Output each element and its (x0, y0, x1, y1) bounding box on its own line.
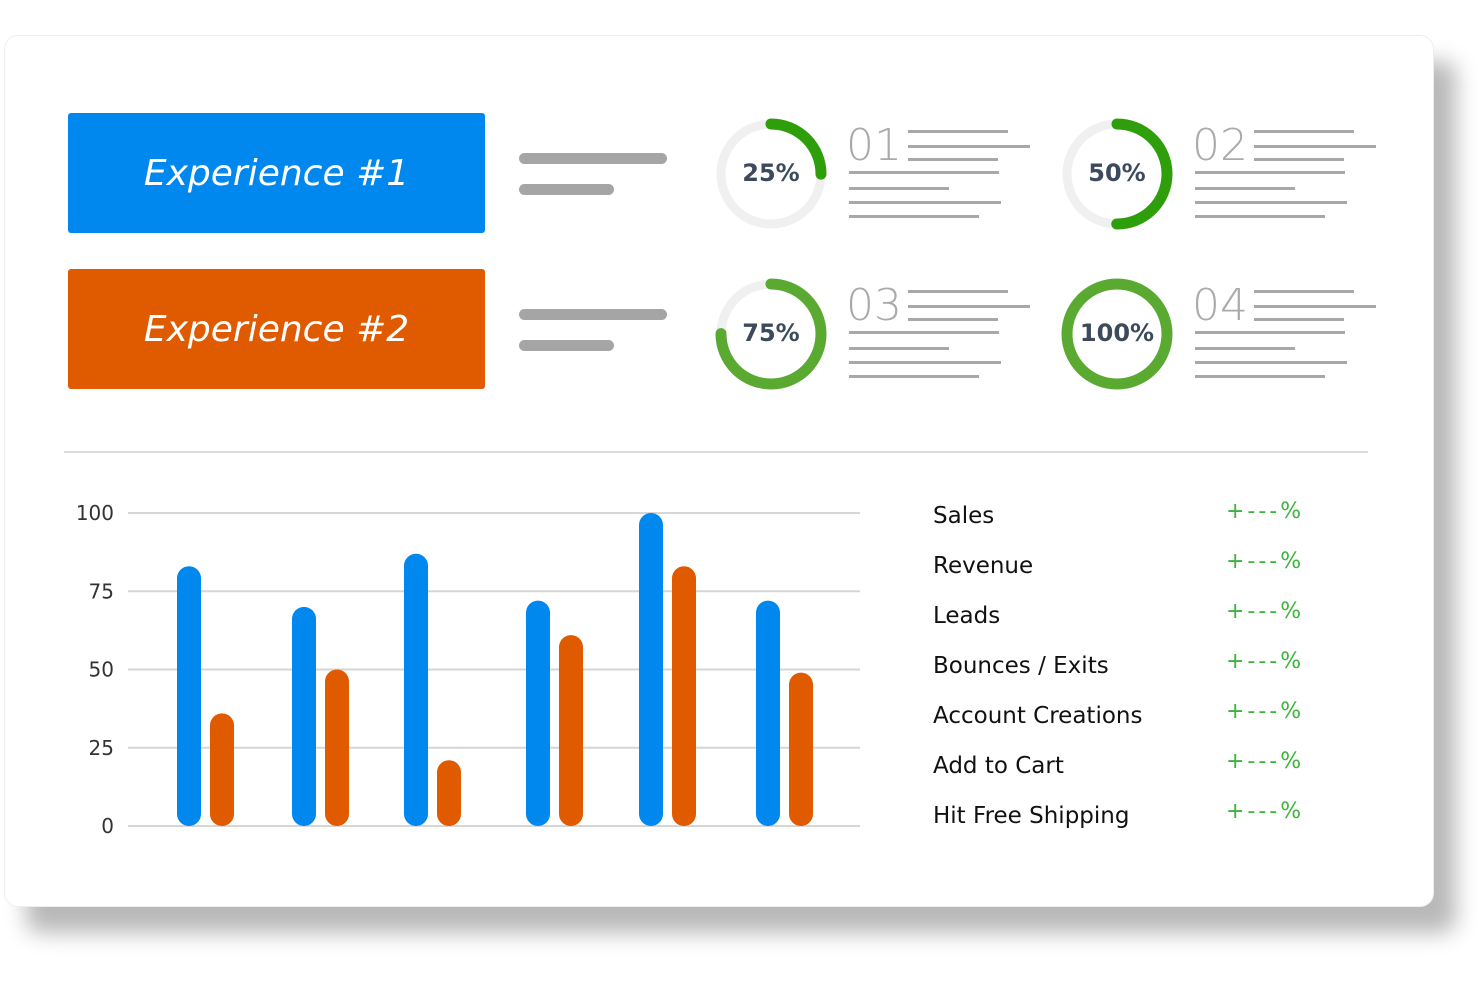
legend-change-value: +---% (1226, 549, 1305, 574)
bar-series-2-1 (210, 713, 234, 826)
placeholder-text-line (1195, 347, 1295, 350)
gauge-percent: 100% (1079, 319, 1155, 347)
gauge-percent: 50% (1088, 159, 1146, 187)
divider (64, 451, 1368, 453)
placeholder-text-line (849, 361, 1001, 364)
gauge-progress-arc (715, 278, 827, 390)
experience-1-button[interactable]: Experience #1 (68, 113, 485, 233)
gauges (715, 118, 1173, 390)
placeholder-text-line (1254, 318, 1344, 321)
legend-label: Add to Cart (933, 753, 1064, 779)
gauge-progress-arc (1061, 278, 1173, 390)
placeholder-text-line (849, 375, 979, 378)
experience-2-button[interactable]: Experience #2 (68, 269, 485, 389)
bar-series-2-2 (325, 669, 349, 826)
gauge-percent: 75% (742, 319, 800, 347)
placeholder-text-line (1195, 187, 1295, 190)
placeholder-text-line (849, 201, 1001, 204)
legend-label: Bounces / Exits (933, 653, 1109, 679)
step-number: 01 (846, 120, 902, 171)
placeholder-text-line (849, 171, 999, 174)
legend-change-value: +---% (1226, 799, 1305, 824)
placeholder-text-line (1254, 158, 1344, 161)
legend-change-value: +---% (1226, 749, 1305, 774)
placeholder-text-line (1195, 171, 1345, 174)
legend-label: Sales (933, 503, 995, 529)
y-tick-label: 75 (89, 579, 114, 603)
bar-series-1-5 (639, 513, 663, 826)
bar-series-1-1 (177, 566, 201, 826)
bar-series-2-6 (789, 672, 813, 826)
placeholder-line (519, 153, 667, 164)
bar-chart: 0 25 50 75 100 (76, 501, 860, 838)
bar-series-2-3 (437, 760, 461, 826)
y-tick-label: 0 (101, 814, 114, 838)
placeholder-text-line (1254, 130, 1354, 133)
placeholder-text-line (908, 305, 1030, 308)
placeholder-text-line (849, 215, 979, 218)
placeholder-text-line (1195, 331, 1345, 334)
bar-series-1-6 (756, 600, 780, 826)
placeholder-text-line (849, 331, 999, 334)
placeholder-text-line (908, 158, 998, 161)
legend-change-value: +---% (1226, 499, 1305, 524)
step-number: 04 (1192, 280, 1248, 331)
legend-label: Leads (933, 603, 1001, 629)
bar-series-1-2 (292, 606, 316, 826)
gauge-progress-arc (715, 118, 827, 230)
placeholder-text-line (1195, 375, 1325, 378)
placeholder-line (519, 184, 614, 195)
bar-series-1-4 (526, 600, 550, 826)
placeholder-text-line (1254, 145, 1376, 148)
y-tick-label: 100 (76, 501, 114, 525)
placeholder-text-line (908, 290, 1008, 293)
y-tick-label: 50 (89, 658, 114, 682)
legend-change-value: +---% (1226, 649, 1305, 674)
placeholder-text-line (1195, 361, 1347, 364)
bar-series-1-3 (404, 553, 428, 826)
placeholder-line (519, 340, 614, 351)
gauge-progress-arc (1061, 118, 1173, 230)
placeholder-text-line (849, 187, 949, 190)
placeholder-text-line (1254, 305, 1376, 308)
bar-series-2-5 (672, 566, 696, 826)
placeholder-text-line (1254, 290, 1354, 293)
y-tick-label: 25 (89, 736, 114, 760)
gauge-percent: 25% (742, 159, 800, 187)
legend-label: Account Creations (933, 703, 1143, 729)
placeholder-text-line (1195, 215, 1325, 218)
legend-label: Revenue (933, 553, 1034, 579)
placeholder-text-line (908, 318, 998, 321)
bar-series-2-4 (559, 635, 583, 826)
step-number: 02 (1192, 120, 1248, 171)
placeholder-text-line (1195, 201, 1347, 204)
legend-label: Hit Free Shipping (933, 803, 1130, 829)
placeholder-text-line (908, 130, 1008, 133)
placeholder-text-line (908, 145, 1030, 148)
step-number: 03 (846, 280, 902, 331)
placeholder-text-line (849, 347, 949, 350)
placeholder-line (519, 309, 667, 320)
legend-change-value: +---% (1226, 599, 1305, 624)
legend-change-value: +---% (1226, 699, 1305, 724)
